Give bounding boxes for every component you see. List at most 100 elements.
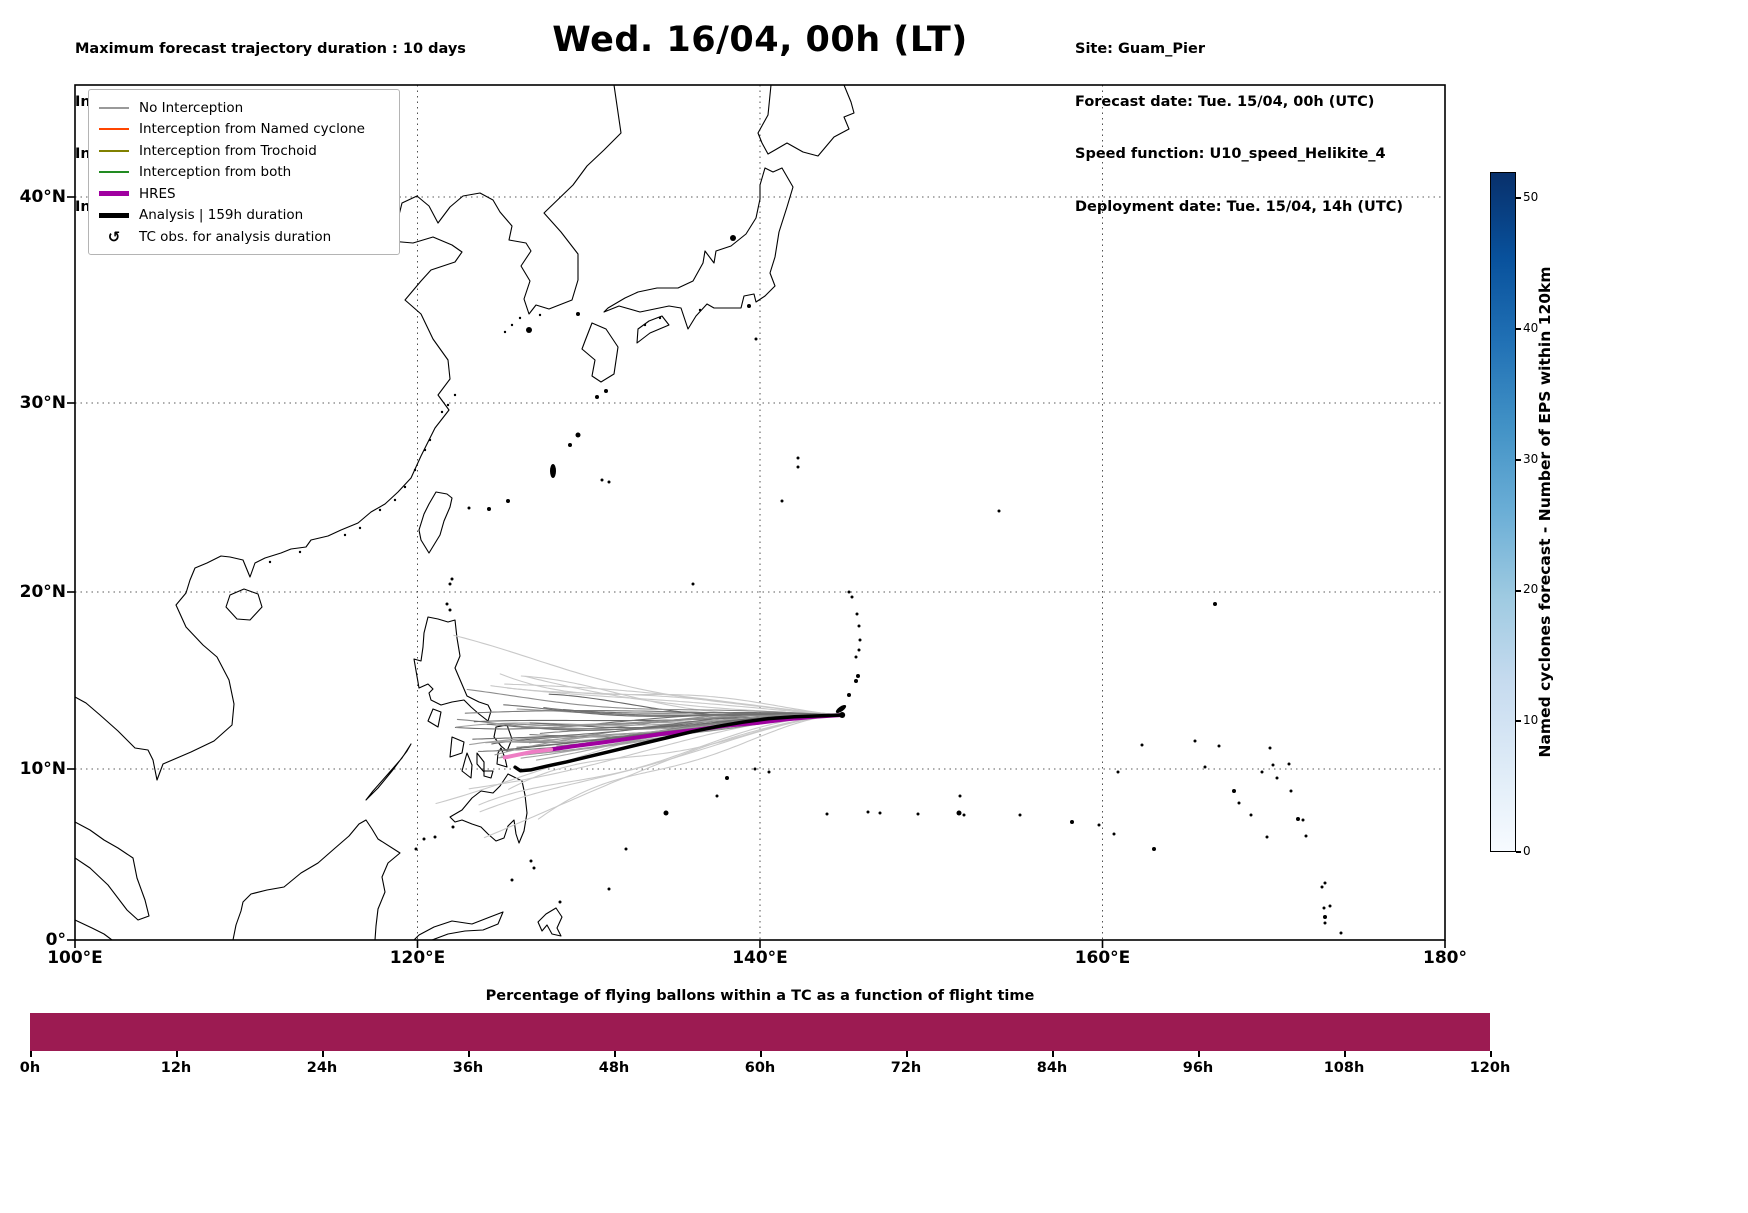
coastlines <box>75 85 855 940</box>
legend-line-purple <box>99 191 129 197</box>
colorbar-tick <box>1516 459 1521 461</box>
bottom-tick <box>906 1051 908 1057</box>
legend-label: No Interception <box>139 99 244 116</box>
trajectory-line <box>508 714 843 790</box>
island-sulawesi-north-arm <box>413 911 504 940</box>
trajectory-line <box>562 708 843 716</box>
trajectory-analysis <box>513 712 846 773</box>
ytick-10n: 10°N <box>19 759 66 779</box>
legend-line-olive <box>99 149 129 152</box>
site-information: Site: Guam_Pier Forecast date: Tue. 15/0… <box>1075 6 1403 251</box>
legend-label: HRES <box>139 185 176 202</box>
bottom-tick-label: 60h <box>744 1060 776 1076</box>
bottom-tick <box>468 1051 470 1057</box>
legend-label: TC obs. for analysis duration <box>139 228 332 245</box>
bottom-tick-label: 120h <box>1469 1060 1511 1076</box>
colorbar-tick <box>1516 851 1521 853</box>
bottom-tick <box>176 1051 178 1057</box>
bottom-tick-label: 48h <box>598 1060 630 1076</box>
bottom-tick <box>1052 1051 1054 1057</box>
xtick-120e: 120°E <box>389 948 446 968</box>
colorbar-tick <box>1516 328 1521 330</box>
legend-line-green <box>99 171 129 174</box>
trajectory-line <box>520 714 843 729</box>
bottom-tick <box>1198 1051 1200 1057</box>
bottom-tick-label: 108h <box>1323 1060 1365 1076</box>
colorbar-tick-label: 0 <box>1523 844 1531 858</box>
trajectory-line <box>537 714 843 820</box>
xtick-140e: 140°E <box>732 948 788 968</box>
bottom-chart-title: Percentage of flying ballons within a TC… <box>485 988 1035 1004</box>
island-guam <box>835 704 847 714</box>
island-luzon <box>413 616 492 722</box>
legend-item-analysis: Analysis | 159h duration <box>99 205 389 227</box>
island-negros <box>461 752 473 779</box>
colorbar-tick-label: 20 <box>1523 582 1539 596</box>
bottom-tick-label: 84h <box>1036 1060 1068 1076</box>
ytick-0: 0° <box>45 930 66 950</box>
bottom-tick-label: 96h <box>1182 1060 1214 1076</box>
legend-line-gray <box>99 106 129 109</box>
forecast-date-line: Forecast date: Tue. 15/04, 00h (UTC) <box>1075 93 1375 110</box>
legend-label: Interception from Named cyclone <box>139 121 365 138</box>
coastal-specks <box>268 308 702 564</box>
max-duration-line: Maximum forecast trajectory duration : 1… <box>75 41 466 57</box>
tc-obs-icon: ↺ <box>107 227 121 246</box>
island-wake <box>1213 602 1217 606</box>
colorbar-tick-label: 40 <box>1523 321 1539 335</box>
bottom-tick <box>322 1051 324 1057</box>
bottom-tick <box>614 1051 616 1057</box>
legend-item-both: Interception from both <box>99 162 389 184</box>
trajectory-ensemble <box>435 634 846 839</box>
bottom-tick <box>760 1051 762 1057</box>
trajectory-line <box>490 685 843 716</box>
ytick-30n: 30°N <box>19 393 66 413</box>
trajectory-line <box>486 713 843 731</box>
island-honshu <box>603 167 794 330</box>
eps-colorbar <box>1490 172 1516 852</box>
colorbar-tick-label: 10 <box>1523 713 1539 727</box>
trajectory-line <box>513 713 844 773</box>
legend-item-hres: HRES <box>99 183 389 205</box>
island-hainan <box>225 588 263 621</box>
island-shikoku <box>636 315 670 344</box>
legend-item-named-cyclone: Interception from Named cyclone <box>99 119 389 141</box>
island-taiwan <box>418 491 453 554</box>
launch-site-marker <box>839 712 846 719</box>
trajectory-line <box>479 714 843 813</box>
tc-percentage-bar <box>30 1013 1490 1051</box>
bottom-tick-label: 72h <box>890 1060 922 1076</box>
xtick-180: 180° <box>1423 948 1467 968</box>
deployment-date-line: Deployment date: Tue. 15/04, 14h (UTC) <box>1075 198 1403 215</box>
bottom-tick <box>1344 1051 1346 1057</box>
coast-mainland-asia <box>75 85 622 781</box>
xtick-160e: 160°E <box>1074 948 1131 968</box>
legend-line-black <box>99 212 129 218</box>
island-halmahera <box>537 907 563 937</box>
colorbar-tick-label: 50 <box>1523 190 1539 204</box>
bottom-tick-label: 24h <box>306 1060 338 1076</box>
trajectory-line <box>504 683 843 716</box>
island-hokkaido <box>757 85 855 157</box>
island-kyushu <box>581 322 619 383</box>
island-palawan <box>365 743 412 801</box>
trajectory-line <box>478 714 843 806</box>
trajectory-line <box>502 747 554 760</box>
legend-item-trochoid: Interception from Trochoid <box>99 140 389 162</box>
island-bohol <box>483 770 494 779</box>
bottom-tick-label: 0h <box>19 1060 41 1076</box>
colorbar-tick <box>1516 590 1521 592</box>
bottom-tick-label: 36h <box>452 1060 484 1076</box>
axis-tick-marks <box>67 196 1446 948</box>
ytick-20n: 20°N <box>19 582 66 602</box>
speed-function-line: Speed function: U10_speed_Helikite_4 <box>1075 146 1386 162</box>
legend-item-tc-obs: ↺ TC obs. for analysis duration <box>99 226 389 248</box>
island-panay <box>449 736 465 758</box>
legend-label: Interception from both <box>139 164 292 181</box>
legend-label: Interception from Trochoid <box>139 142 317 159</box>
xtick-100e: 100°E <box>47 948 103 968</box>
colorbar-tick-label: 30 <box>1523 452 1539 466</box>
coast-sumatra <box>75 919 113 940</box>
